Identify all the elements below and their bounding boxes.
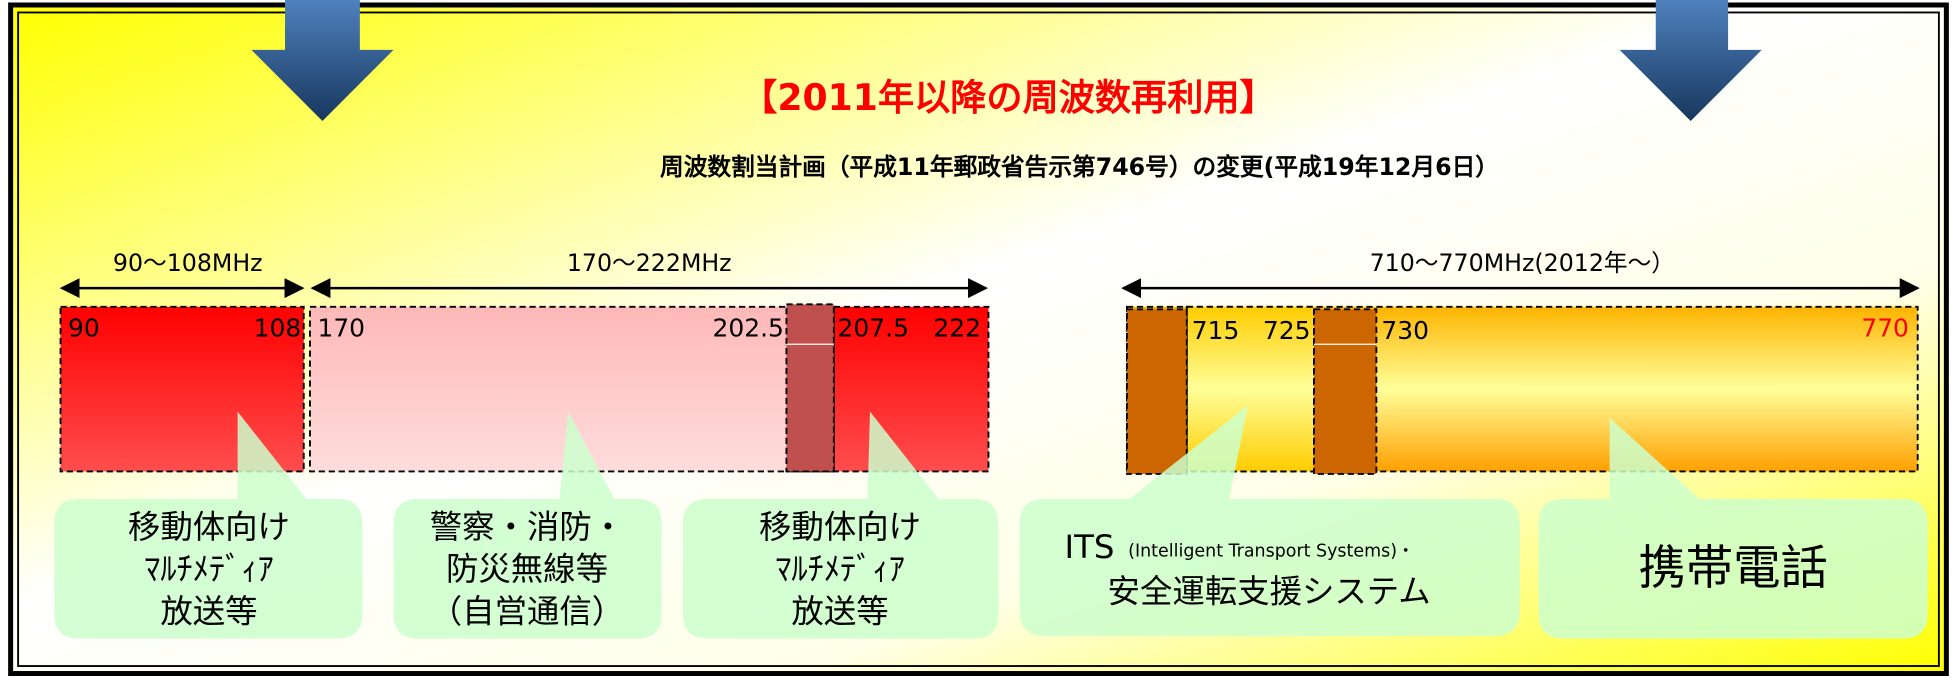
band-label: 207.5 xyxy=(838,313,909,342)
range-label: 90～108MHz xyxy=(113,249,263,277)
arrow-down xyxy=(251,0,394,121)
callout xyxy=(393,411,662,639)
callout xyxy=(682,411,999,639)
band-label: 202.5 xyxy=(713,313,784,342)
callout xyxy=(54,411,363,639)
callout-text: 携帯電話 xyxy=(1638,541,1828,596)
arrow-down xyxy=(1619,0,1762,121)
callout-text: ﾏﾙﾁﾒﾃﾞｨｱ xyxy=(144,550,274,588)
band-label: 170 xyxy=(317,313,365,342)
callout-text: 移動体向け xyxy=(128,508,290,546)
callout-text: 放送等 xyxy=(791,593,888,631)
band-label: 715 xyxy=(1192,316,1240,345)
band-label: 90 xyxy=(68,313,100,342)
frame-inner xyxy=(17,11,1940,667)
band-guard xyxy=(1125,308,1188,475)
band xyxy=(59,305,305,473)
band-label: 108 xyxy=(254,313,302,342)
range-label: 170～222MHz xyxy=(567,249,732,277)
band-guard xyxy=(785,303,835,473)
callout xyxy=(1019,405,1520,637)
range-label: 710～770MHz(2012年～） xyxy=(1370,249,1675,277)
title: 【2011年以降の周波数再利用】 xyxy=(741,76,1276,119)
band xyxy=(832,305,990,473)
callout-text: (Intelligent Transport Systems)・ xyxy=(1128,541,1414,561)
callout-text: （自営通信） xyxy=(430,593,624,631)
band-label: 725 xyxy=(1263,316,1311,345)
callout-text: ITS xyxy=(1065,528,1115,566)
callout xyxy=(1538,417,1928,639)
band-label: 730 xyxy=(1381,316,1429,345)
callout-text: 安全運転支援システム xyxy=(1108,573,1431,611)
callout-text: 移動体向け xyxy=(759,508,921,546)
subtitle: 周波数割当計画（平成11年郵政省告示第746号）の変更(平成19年12月6日） xyxy=(660,153,1499,181)
band-label: 770 xyxy=(1861,313,1909,342)
band-guard xyxy=(1313,308,1378,475)
band-label: 222 xyxy=(933,313,981,342)
callout-text: ﾏﾙﾁﾒﾃﾞｨｱ xyxy=(775,550,905,588)
callout-text: 防災無線等 xyxy=(446,550,608,588)
callout-text: 警察・消防・ xyxy=(430,508,624,546)
callout-text: 放送等 xyxy=(160,593,257,631)
